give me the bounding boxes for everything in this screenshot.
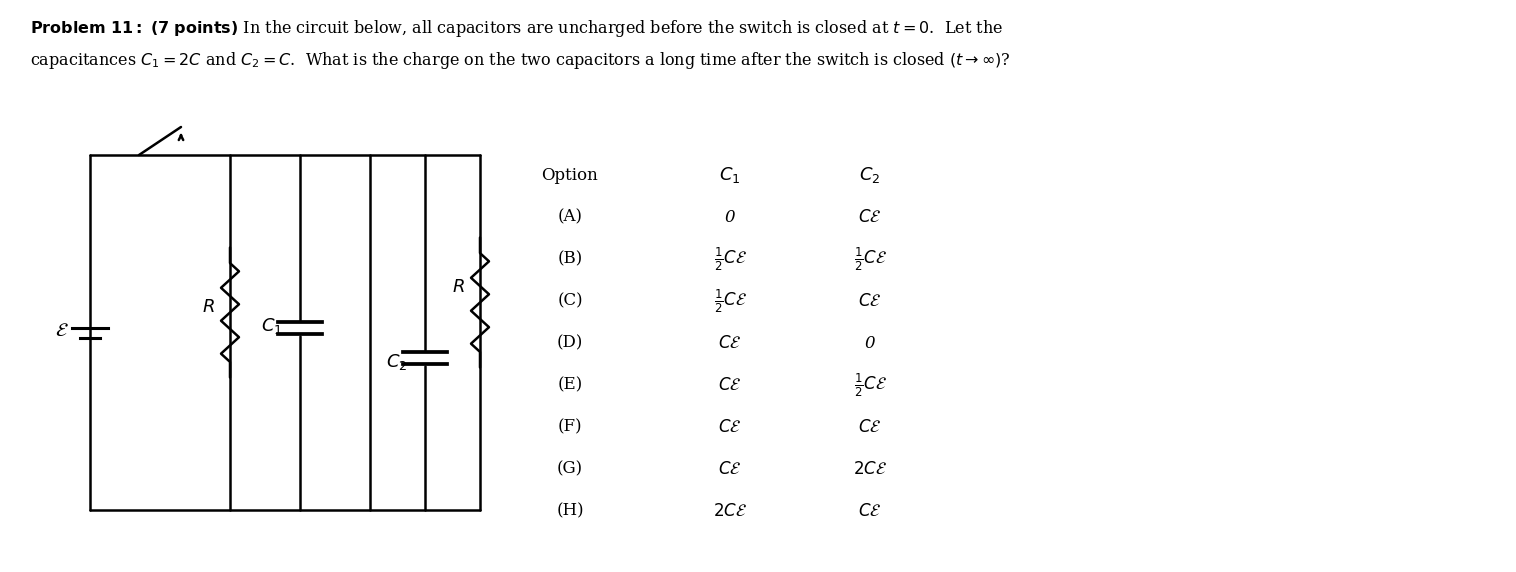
Text: $2C\mathcal{E}$: $2C\mathcal{E}$	[713, 502, 747, 519]
Text: (C): (C)	[558, 292, 582, 309]
Text: $C\mathcal{E}$: $C\mathcal{E}$	[719, 419, 741, 435]
Text: $C\mathcal{E}$: $C\mathcal{E}$	[719, 460, 741, 478]
Text: $C_1$: $C_1$	[719, 165, 741, 185]
Text: $\frac{1}{2}C\mathcal{E}$: $\frac{1}{2}C\mathcal{E}$	[714, 245, 746, 273]
Text: $C\mathcal{E}$: $C\mathcal{E}$	[719, 335, 741, 352]
Text: (D): (D)	[556, 335, 584, 352]
Text: $\frac{1}{2}C\mathcal{E}$: $\frac{1}{2}C\mathcal{E}$	[714, 287, 746, 315]
Text: (H): (H)	[556, 502, 584, 519]
Text: (F): (F)	[558, 419, 582, 435]
Text: $R$: $R$	[452, 279, 464, 296]
Text: $C\mathcal{E}$: $C\mathcal{E}$	[858, 292, 882, 309]
Text: $C\mathcal{E}$: $C\mathcal{E}$	[858, 419, 882, 435]
Text: 0: 0	[864, 335, 875, 352]
Text: $C\mathcal{E}$: $C\mathcal{E}$	[858, 502, 882, 519]
Text: $R$: $R$	[202, 299, 214, 316]
Text: (E): (E)	[558, 376, 582, 394]
Text: $C_2$: $C_2$	[860, 165, 881, 185]
Text: $\mathbf{Problem\ 11:\ (7\ points)}$ In the circuit below, all capacitors are un: $\mathbf{Problem\ 11:\ (7\ points)}$ In …	[30, 18, 1004, 39]
Text: $2C\mathcal{E}$: $2C\mathcal{E}$	[854, 460, 887, 478]
Text: (G): (G)	[556, 460, 584, 478]
Text: Option: Option	[541, 166, 599, 184]
Text: capacitances $C_1 = 2C$ and $C_2 = C$.  What is the charge on the two capacitors: capacitances $C_1 = 2C$ and $C_2 = C$. W…	[30, 50, 1011, 71]
Text: 0: 0	[725, 209, 735, 225]
Text: (B): (B)	[558, 251, 582, 268]
Text: $\frac{1}{2}C\mathcal{E}$: $\frac{1}{2}C\mathcal{E}$	[854, 245, 887, 273]
Text: $C_2$: $C_2$	[387, 352, 408, 372]
Text: $C_1$: $C_1$	[261, 316, 282, 336]
Text: $\mathcal{E}$: $\mathcal{E}$	[55, 321, 68, 340]
Text: (A): (A)	[558, 209, 582, 225]
Text: $C\mathcal{E}$: $C\mathcal{E}$	[858, 209, 882, 225]
Text: $C\mathcal{E}$: $C\mathcal{E}$	[719, 376, 741, 394]
Text: $\frac{1}{2}C\mathcal{E}$: $\frac{1}{2}C\mathcal{E}$	[854, 371, 887, 399]
